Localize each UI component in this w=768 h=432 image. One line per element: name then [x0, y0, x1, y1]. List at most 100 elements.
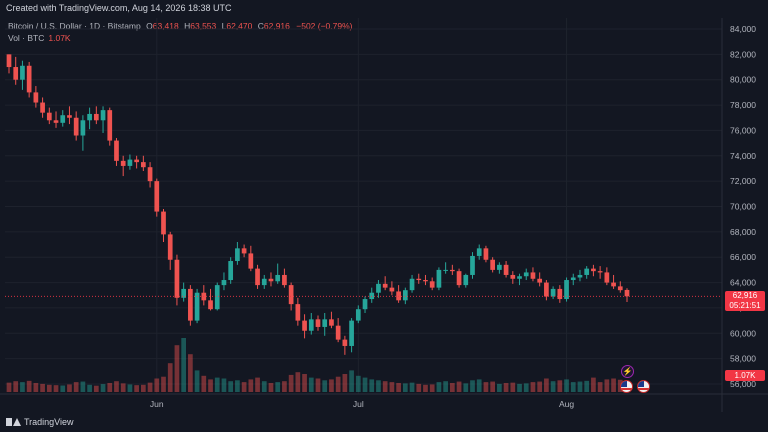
- candle-body: [134, 159, 139, 163]
- candle-body: [221, 280, 227, 286]
- change-value: −502 (−0.79%): [296, 21, 353, 31]
- candle-body: [248, 253, 254, 269]
- volume-bar: [60, 385, 66, 392]
- candle-body: [611, 282, 616, 287]
- volume-bar: [476, 379, 482, 392]
- volume-bar: [443, 381, 448, 392]
- candle-body: [214, 285, 220, 310]
- volume-bar: [275, 382, 281, 392]
- volume-bar: [611, 378, 616, 392]
- volume-bar: [221, 378, 227, 392]
- volume-legend: Vol · BTC 1.07K: [8, 33, 71, 43]
- chart-area[interactable]: 84,000 82,000 80,000 78,000 76,000 74,000 72,0…: [0, 18, 768, 417]
- candle-body: [140, 162, 146, 168]
- volume-bar: [416, 383, 422, 392]
- candle-body: [33, 92, 39, 103]
- candlestick-chart[interactable]: 84,000 82,000 80,000 78,000 76,000 74,000 72,0…: [0, 18, 768, 412]
- candle-body: [362, 299, 368, 310]
- candle-body: [241, 248, 247, 254]
- open-key: O: [146, 21, 153, 31]
- volume-bar: [517, 383, 522, 392]
- volume-bar: [87, 384, 92, 392]
- volume-bar: [100, 384, 106, 392]
- volume-bar: [33, 383, 39, 392]
- candle-body: [107, 110, 113, 141]
- candle-body: [517, 276, 522, 279]
- volume-bar: [456, 381, 462, 392]
- volume-bar: [40, 383, 45, 392]
- price-tick-label: 60,000: [730, 328, 756, 338]
- volume-bar: [134, 385, 139, 392]
- candle-body: [40, 102, 45, 113]
- candle-body: [13, 67, 19, 80]
- candle-body: [624, 289, 630, 297]
- volume-bar: [288, 374, 294, 392]
- candle-body: [188, 288, 193, 321]
- price-tick-label: 70,000: [730, 202, 756, 212]
- candle-body: [470, 255, 475, 275]
- volume-bar: [490, 381, 496, 392]
- candle-body: [483, 248, 489, 260]
- volume-bar: [577, 381, 583, 392]
- low-key: L: [221, 21, 227, 31]
- candle-body: [564, 280, 569, 300]
- candle-body: [570, 277, 576, 281]
- candle-body: [550, 288, 556, 297]
- volume-bar: [80, 381, 86, 392]
- volume-value: 1.07K: [48, 33, 71, 43]
- candle-body: [584, 268, 590, 275]
- volume-bar: [557, 380, 563, 392]
- flash-event-icon[interactable]: ⚡: [621, 365, 634, 378]
- volume-bar: [107, 383, 113, 392]
- candle-body: [181, 288, 187, 298]
- price-tick-label: 84,000: [730, 24, 756, 34]
- volume-bar: [235, 380, 240, 392]
- volume-bar: [13, 381, 19, 392]
- candle-body: [537, 278, 543, 283]
- candle-body: [329, 319, 334, 326]
- candle-body: [161, 211, 166, 235]
- candle-body: [114, 140, 119, 161]
- volume-bar: [584, 380, 590, 392]
- volume-bar: [308, 377, 314, 392]
- volume-bar: [295, 372, 301, 392]
- top-bar: Created with TradingView.com, Aug 14, 20…: [0, 0, 768, 18]
- volume-bar: [46, 384, 52, 392]
- high-value: 63,553: [190, 21, 217, 31]
- candle-body: [436, 269, 442, 288]
- candle-body: [396, 291, 401, 301]
- volume-bar: [140, 384, 146, 392]
- us-flag-event-icon[interactable]: [620, 380, 633, 393]
- volume-bar: [261, 381, 267, 392]
- price-tick-label: 58,000: [730, 354, 756, 364]
- volume-bar: [429, 384, 435, 392]
- volume-bar: [241, 382, 247, 392]
- volume-bar: [335, 376, 341, 392]
- candle-body: [389, 287, 395, 292]
- volume-bar: [147, 382, 153, 392]
- candle-body: [275, 274, 281, 282]
- volume-bar: [114, 381, 119, 392]
- volume-bar: [26, 380, 32, 392]
- candle-body: [93, 113, 99, 121]
- volume-bar: [409, 382, 415, 392]
- candle-body: [577, 274, 583, 278]
- candle-body: [416, 278, 422, 281]
- candle-body: [382, 283, 388, 288]
- time-tick-label: Jul: [353, 399, 364, 409]
- candle-body: [268, 278, 274, 282]
- candle-body: [67, 115, 72, 118]
- volume-bar: [510, 382, 516, 392]
- close-value: 62,916: [263, 21, 290, 31]
- volume-bar: [282, 381, 287, 392]
- volume-bar: [396, 383, 401, 392]
- candle-body: [557, 288, 563, 300]
- us-flag-event-icon-2[interactable]: [637, 380, 650, 393]
- candle-body: [288, 285, 294, 305]
- price-tick-label: 64,000: [730, 278, 756, 288]
- volume-bar: [591, 377, 596, 392]
- tradingview-brand: TradingView: [24, 417, 74, 427]
- price-tick-label: 72,000: [730, 176, 756, 186]
- volume-bar: [436, 382, 442, 392]
- candle-body: [73, 117, 79, 136]
